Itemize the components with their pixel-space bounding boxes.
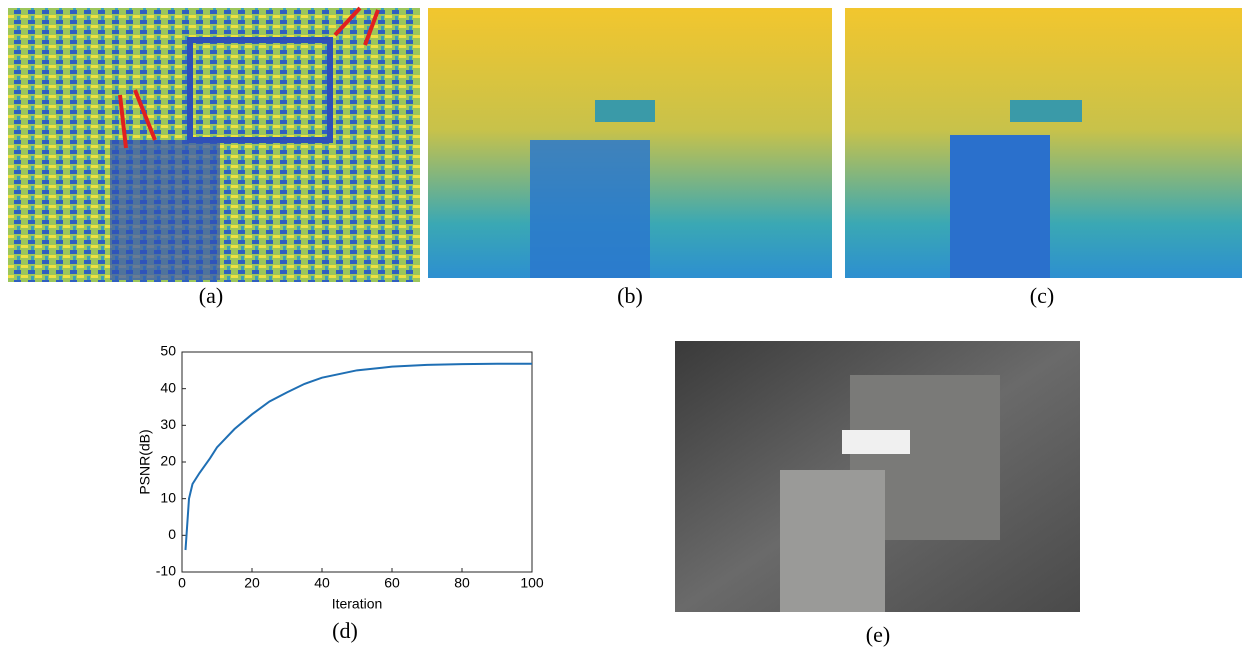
x-tick-label: 60: [384, 575, 400, 591]
image-c: [845, 8, 1242, 278]
x-tick-label: 20: [244, 575, 260, 591]
caption: (b): [617, 283, 643, 308]
image-a: [8, 8, 420, 282]
line-chart: [182, 352, 532, 572]
caption: (d): [332, 618, 358, 643]
y-tick-label: 50: [160, 343, 176, 359]
y-tick-label: 10: [160, 489, 176, 505]
x-tick-label: 80: [454, 575, 470, 591]
y-tick-label: 0: [168, 526, 176, 542]
caption: (c): [1030, 283, 1054, 308]
y-axis-label: PSNR(dB): [137, 429, 153, 494]
caption: (e): [866, 622, 890, 647]
image-b: [428, 8, 832, 278]
page: (a) (b) (c) (d) (e) 020406080100-1001020…: [0, 0, 1250, 649]
x-tick-label: 0: [178, 575, 186, 591]
y-tick-label: 20: [160, 453, 176, 469]
caption: (a): [199, 283, 223, 308]
data-line: [186, 364, 533, 550]
image-e: [675, 341, 1080, 612]
y-tick-label: 30: [160, 416, 176, 432]
x-tick-label: 100: [520, 575, 544, 591]
y-tick-label: -10: [156, 563, 176, 579]
x-tick-label: 40: [314, 575, 330, 591]
figure: (a) (b) (c) (d) (e) 020406080100-1001020…: [0, 0, 1250, 649]
x-axis-label: Iteration: [332, 596, 383, 612]
y-tick-label: 40: [160, 379, 176, 395]
